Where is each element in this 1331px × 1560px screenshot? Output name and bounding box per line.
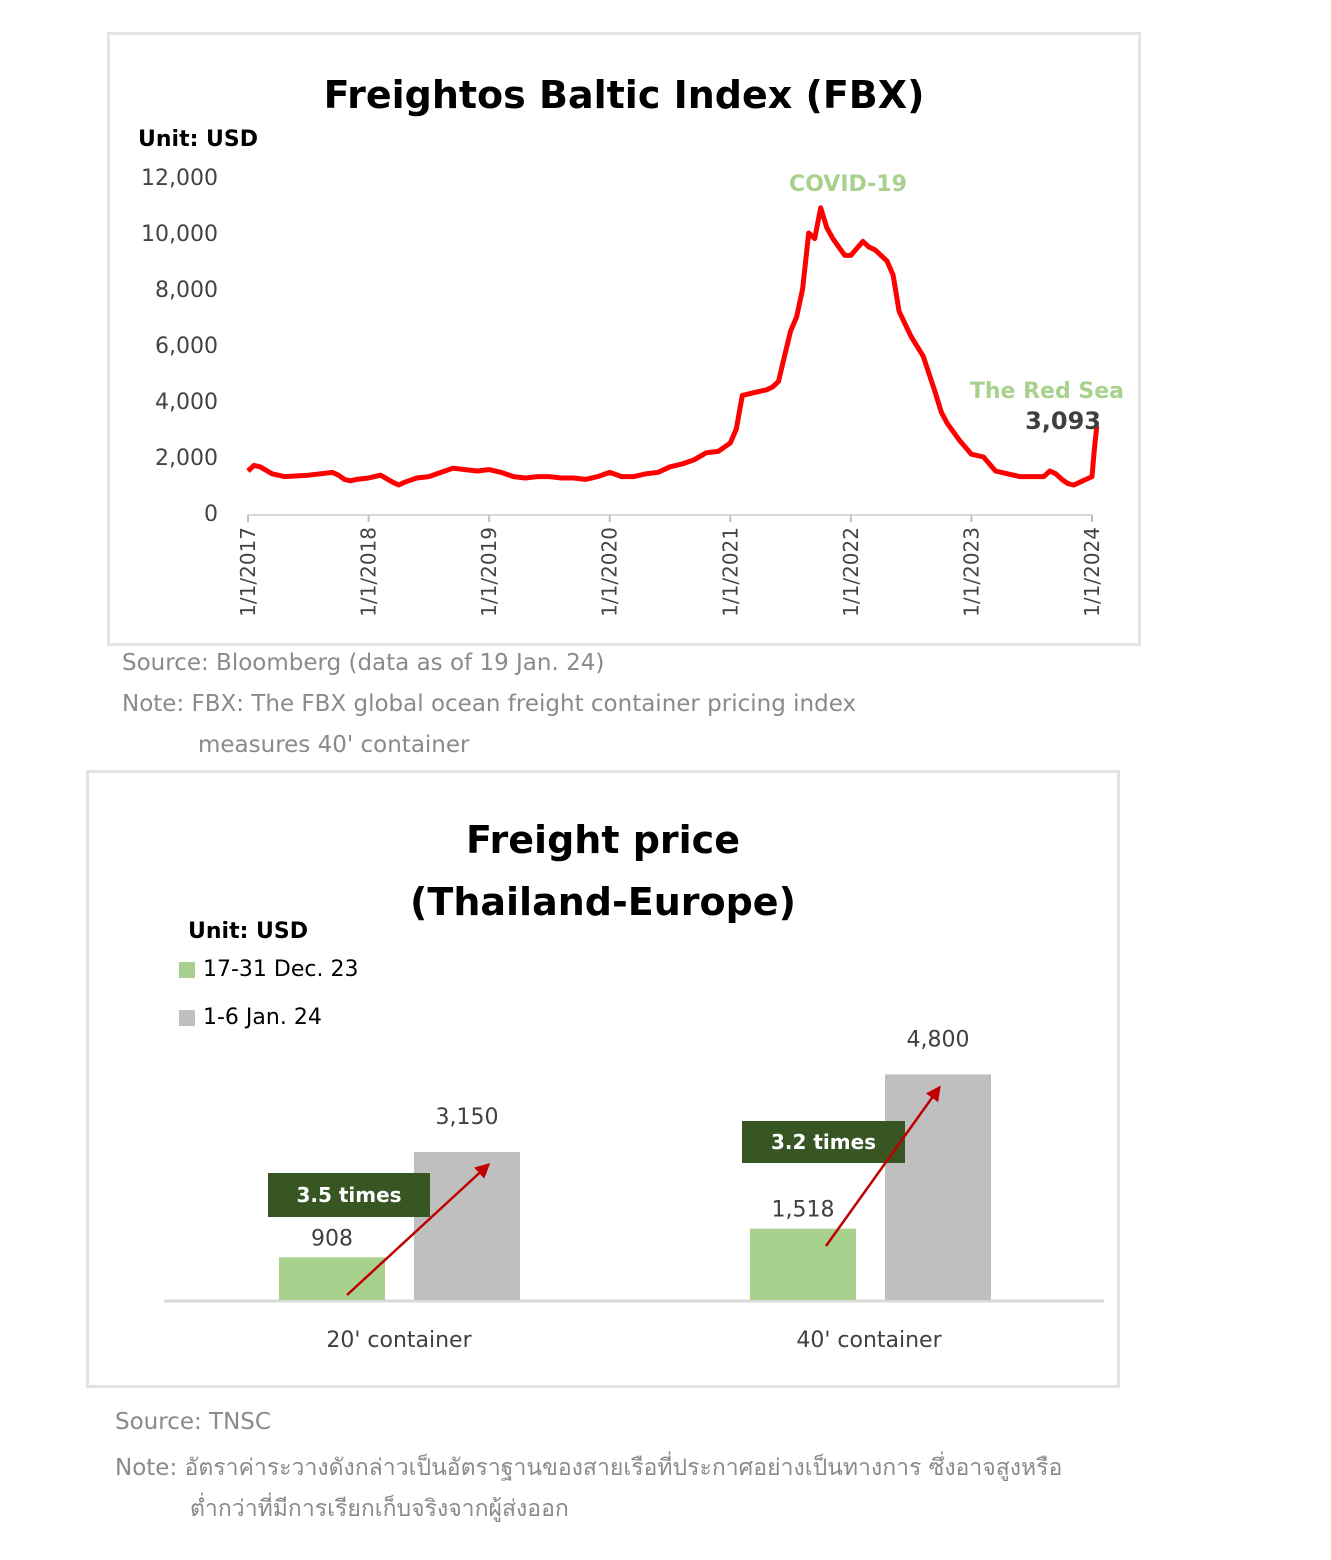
freight-price-panel: Freight price (Thailand-Europe) Unit: US… — [86, 770, 1120, 1388]
freight-price-title-line2: (Thailand-Europe) — [410, 880, 796, 924]
freight-bar-chart: 908 3,150 20' container 1,518 4,800 40' conta… — [164, 1027, 1104, 1353]
category-label: 40' container — [796, 1328, 942, 1353]
y-tick-label: 8,000 — [155, 278, 218, 303]
fbx-series-line — [246, 205, 1100, 488]
legend-label-jan: 1-6 Jan. 24 — [203, 1005, 322, 1030]
bar-value-label-jan: 3,150 — [436, 1105, 499, 1130]
x-tick-label: 1/1/2024 — [1080, 527, 1104, 617]
note-thai-line1: Note: อัตราค่าระวางดังกล่าวเป็นอัตราฐานข… — [115, 1455, 1063, 1481]
source-tnsc: Source: TNSC — [115, 1409, 271, 1435]
legend-label-dec: 17-31 Dec. 23 — [203, 957, 359, 982]
x-tick-label: 1/1/2020 — [598, 527, 622, 617]
multiplier-label: 3.2 times — [771, 1130, 876, 1154]
note-thai-line2: ต่ำกว่าที่มีการเรียกเก็บจริงจากผู้ส่งออก — [190, 1496, 569, 1522]
annotation-last-value: 3,093 — [1025, 407, 1101, 435]
bar-dec — [750, 1228, 856, 1300]
bar-value-label-dec: 908 — [311, 1226, 353, 1251]
bar-dec — [279, 1257, 385, 1300]
legend-swatch-jan — [179, 1009, 195, 1026]
x-tick-label: 1/1/2023 — [959, 527, 983, 617]
freight-price-title-line1: Freight price — [466, 818, 740, 862]
bar-jan — [414, 1151, 520, 1300]
y-tick-label: 4,000 — [155, 390, 218, 415]
fbx-line-chart: 0 2,000 4,000 6,000 8,000 10,000 12,000 1/1/201… — [141, 166, 1124, 617]
legend-item-dec: 17-31 Dec. 23 — [179, 957, 358, 982]
increase-arrow-40ft — [824, 1085, 941, 1247]
annotation-covid: COVID-19 — [789, 172, 907, 197]
fbx-unit-label: Unit: USD — [138, 127, 259, 152]
fbx-chart-title: Freightos Baltic Index (FBX) — [323, 73, 925, 117]
fbx-chart-panel: Freightos Baltic Index (FBX) Unit: USD 0… — [107, 32, 1141, 646]
bar-value-label-dec: 1,518 — [772, 1198, 835, 1223]
increase-arrow-20ft — [346, 1162, 491, 1296]
y-tick-label: 0 — [204, 502, 218, 527]
annotation-red-sea: The Red Sea — [970, 379, 1124, 404]
y-tick-label: 6,000 — [155, 334, 218, 359]
y-tick-label: 2,000 — [155, 446, 218, 471]
multiplier-box — [268, 1173, 430, 1217]
bar-value-label-jan: 4,800 — [907, 1027, 970, 1052]
x-tick-label: 1/1/2022 — [839, 527, 863, 617]
freight-price-title: Freight price (Thailand-Europe) — [89, 809, 1117, 933]
multiplier-label: 3.5 times — [296, 1183, 401, 1207]
category-label: 20' container — [326, 1328, 472, 1353]
y-tick-label: 12,000 — [141, 166, 218, 191]
legend-item-jan: 1-6 Jan. 24 — [179, 1005, 322, 1030]
freight-unit-label: Unit: USD — [188, 919, 309, 944]
legend-swatch-dec — [179, 961, 195, 978]
source-bloomberg: Source: Bloomberg (data as of 19 Jan. 24… — [122, 650, 605, 676]
y-tick-label: 10,000 — [141, 222, 218, 247]
x-tick-label: 1/1/2018 — [357, 527, 381, 617]
note-fbx-line2: measures 40' container — [198, 732, 470, 758]
x-tick-label: 1/1/2017 — [236, 527, 260, 617]
x-tick-label: 1/1/2019 — [477, 527, 501, 617]
multiplier-box — [742, 1121, 905, 1163]
x-tick-label: 1/1/2021 — [718, 527, 742, 617]
note-fbx-line1: Note: FBX: The FBX global ocean freight … — [122, 691, 857, 717]
bar-jan — [885, 1074, 991, 1300]
